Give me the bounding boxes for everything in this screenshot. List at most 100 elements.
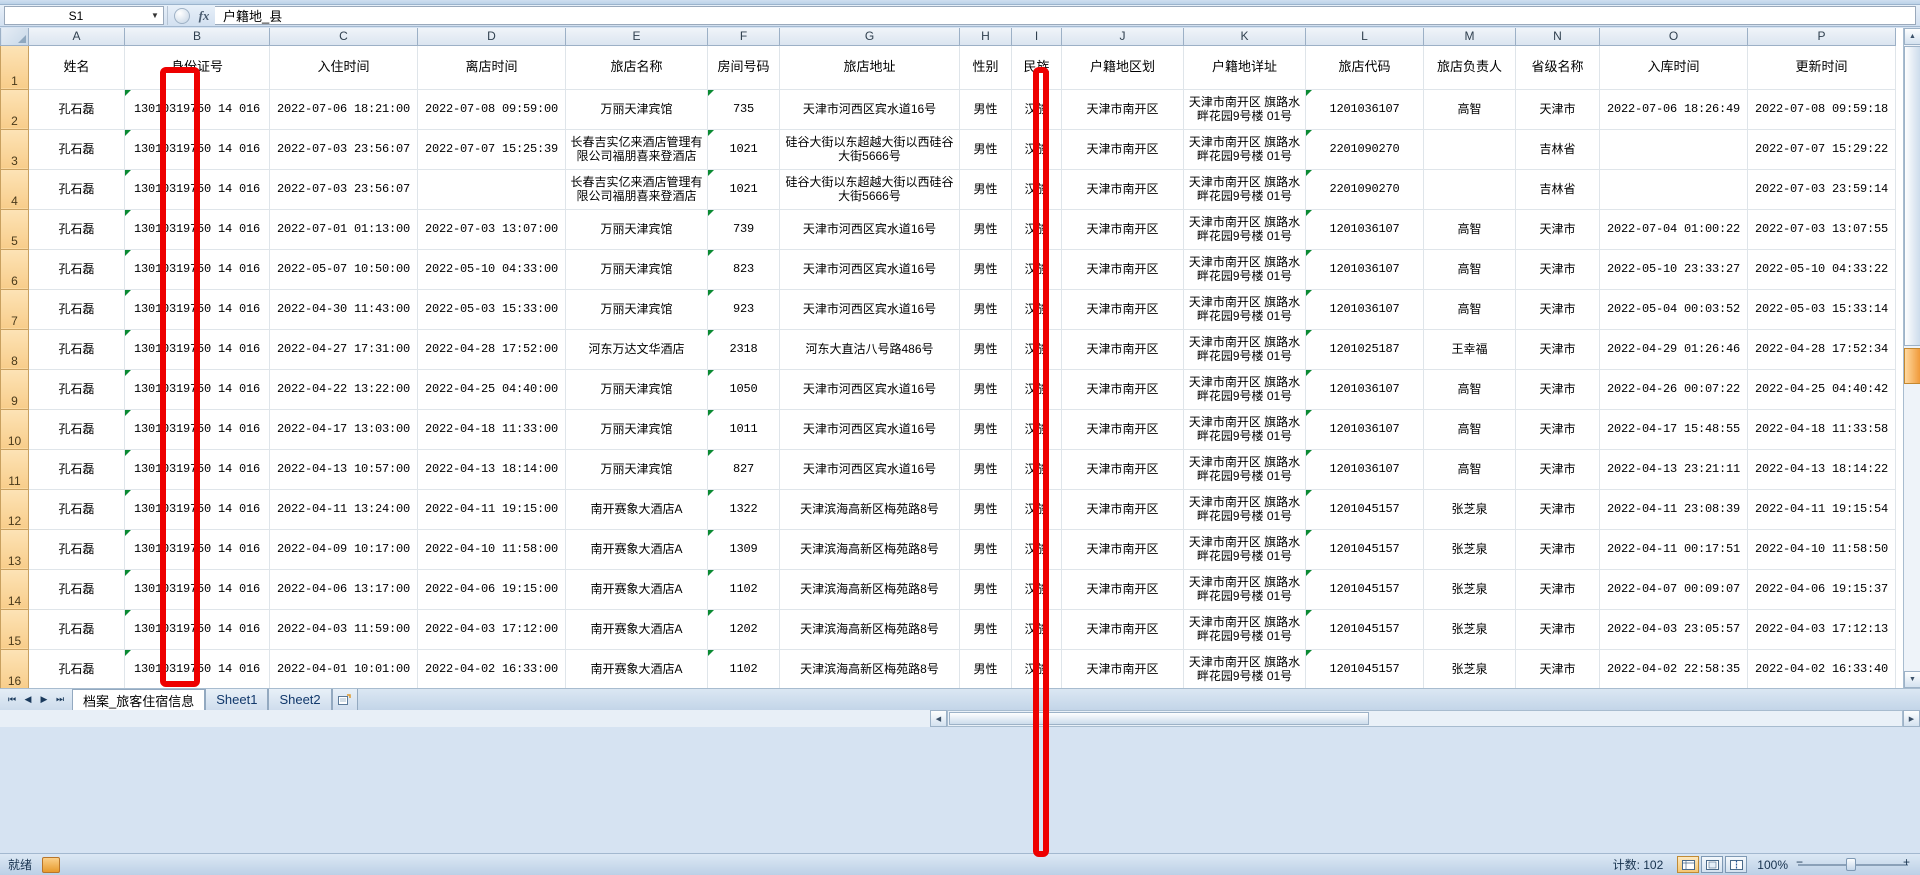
column-header-k[interactable]: K xyxy=(1183,28,1306,46)
cell-f12[interactable]: 1322 xyxy=(707,488,780,530)
cell-d8[interactable]: 2022-04-28 17:52:00 xyxy=(417,328,566,370)
cell-m11[interactable]: 高智 xyxy=(1423,448,1516,490)
cell-m2[interactable]: 高智 xyxy=(1423,88,1516,130)
cell-a8[interactable]: 孔石磊 xyxy=(28,328,125,370)
row-header-5[interactable]: 5 xyxy=(0,208,29,250)
cell-b16[interactable]: 13010319750 14 016 xyxy=(124,648,270,688)
cell-d4[interactable] xyxy=(417,168,566,210)
cell-h12[interactable]: 男性 xyxy=(959,488,1012,530)
cell-e15[interactable]: 南开赛象大酒店A xyxy=(565,608,708,650)
cell-d9[interactable]: 2022-04-25 04:40:00 xyxy=(417,368,566,410)
cell-m12[interactable]: 张芝泉 xyxy=(1423,488,1516,530)
cell-p3[interactable]: 2022-07-07 15:29:22 xyxy=(1747,128,1896,170)
cell-i16[interactable]: 汉族 xyxy=(1011,648,1062,688)
nav-first-icon[interactable]: ⏮ xyxy=(7,694,17,704)
scroll-up-icon[interactable]: ▲ xyxy=(1904,28,1920,45)
cell-e14[interactable]: 南开赛象大酒店A xyxy=(565,568,708,610)
row-header-4[interactable]: 4 xyxy=(0,168,29,210)
cell-d16[interactable]: 2022-04-02 16:33:00 xyxy=(417,648,566,688)
cell-c10[interactable]: 2022-04-17 13:03:00 xyxy=(269,408,418,450)
cell-h16[interactable]: 男性 xyxy=(959,648,1012,688)
select-all-corner[interactable] xyxy=(0,28,29,46)
table-row[interactable]: 16 孔石磊 13010319750 14 016 2022-04-01 10:01:… xyxy=(0,648,1896,688)
cell-m8[interactable]: 王幸福 xyxy=(1423,328,1516,370)
row-header-16[interactable]: 16 xyxy=(0,648,29,688)
cell-e6[interactable]: 万丽天津宾馆 xyxy=(565,248,708,290)
cell-p9[interactable]: 2022-04-25 04:40:42 xyxy=(1747,368,1896,410)
column-header-c[interactable]: C xyxy=(269,28,418,46)
cell-d13[interactable]: 2022-04-10 11:58:00 xyxy=(417,528,566,570)
cell-m6[interactable]: 高智 xyxy=(1423,248,1516,290)
cell-i6[interactable]: 汉族 xyxy=(1011,248,1062,290)
cell-g5[interactable]: 天津市河西区宾水道16号 xyxy=(779,208,960,250)
cell-l10[interactable]: 1201036107 xyxy=(1305,408,1424,450)
row-header-13[interactable]: 13 xyxy=(0,528,29,570)
cell-m15[interactable]: 张芝泉 xyxy=(1423,608,1516,650)
cell-b8[interactable]: 13010319750 14 016 xyxy=(124,328,270,370)
cell-c5[interactable]: 2022-07-01 01:13:00 xyxy=(269,208,418,250)
cell-n7[interactable]: 天津市 xyxy=(1515,288,1600,330)
cell-m13[interactable]: 张芝泉 xyxy=(1423,528,1516,570)
table-row[interactable]: 3 孔石磊 13010319750 14 016 2022-07-03 23:56:0… xyxy=(0,128,1896,170)
cell-g8[interactable]: 河东大直沽八号路486号 xyxy=(779,328,960,370)
field-header-h[interactable]: 性别 xyxy=(959,44,1012,90)
cell-h11[interactable]: 男性 xyxy=(959,448,1012,490)
cell-o15[interactable]: 2022-04-03 23:05:57 xyxy=(1599,608,1748,650)
cell-e3[interactable]: 长春吉实亿来酒店管理有限公司福朋喜来登酒店 xyxy=(565,128,708,170)
cell-l3[interactable]: 2201090270 xyxy=(1305,128,1424,170)
chevron-down-icon[interactable]: ▼ xyxy=(151,11,159,20)
table-row[interactable]: 4 孔石磊 13010319750 14 016 2022-07-03 23:56:0… xyxy=(0,168,1896,210)
cell-k6[interactable]: 天津市南开区 旗路水畔花园9号楼 01号 xyxy=(1183,248,1306,290)
cell-f10[interactable]: 1011 xyxy=(707,408,780,450)
cell-a15[interactable]: 孔石磊 xyxy=(28,608,125,650)
cell-j4[interactable]: 天津市南开区 xyxy=(1061,168,1184,210)
cell-i7[interactable]: 汉族 xyxy=(1011,288,1062,330)
row-header-3[interactable]: 3 xyxy=(0,128,29,170)
cell-j15[interactable]: 天津市南开区 xyxy=(1061,608,1184,650)
cell-d10[interactable]: 2022-04-18 11:33:00 xyxy=(417,408,566,450)
cell-g4[interactable]: 硅谷大街以东超越大街以西硅谷大街5666号 xyxy=(779,168,960,210)
cell-p11[interactable]: 2022-04-13 18:14:22 xyxy=(1747,448,1896,490)
cell-l13[interactable]: 1201045157 xyxy=(1305,528,1424,570)
cell-l8[interactable]: 1201025187 xyxy=(1305,328,1424,370)
cell-b15[interactable]: 13010319750 14 016 xyxy=(124,608,270,650)
cell-h15[interactable]: 男性 xyxy=(959,608,1012,650)
cell-i13[interactable]: 汉族 xyxy=(1011,528,1062,570)
cell-d6[interactable]: 2022-05-10 04:33:00 xyxy=(417,248,566,290)
cell-o6[interactable]: 2022-05-10 23:33:27 xyxy=(1599,248,1748,290)
cell-j2[interactable]: 天津市南开区 xyxy=(1061,88,1184,130)
cell-k3[interactable]: 天津市南开区 旗路水畔花园9号楼 01号 xyxy=(1183,128,1306,170)
cell-a4[interactable]: 孔石磊 xyxy=(28,168,125,210)
scroll-left-icon[interactable]: ◀ xyxy=(930,710,947,727)
field-header-o[interactable]: 入库时间 xyxy=(1599,44,1748,90)
cancel-formula-button[interactable] xyxy=(171,6,193,25)
sheet-tab-sheet2[interactable]: Sheet2 xyxy=(268,689,332,710)
cell-c11[interactable]: 2022-04-13 10:57:00 xyxy=(269,448,418,490)
cell-i4[interactable]: 汉族 xyxy=(1011,168,1062,210)
cell-g13[interactable]: 天津滨海高新区梅苑路8号 xyxy=(779,528,960,570)
cell-l16[interactable]: 1201045157 xyxy=(1305,648,1424,688)
cell-i12[interactable]: 汉族 xyxy=(1011,488,1062,530)
cell-o13[interactable]: 2022-04-11 00:17:51 xyxy=(1599,528,1748,570)
cell-j11[interactable]: 天津市南开区 xyxy=(1061,448,1184,490)
cell-l7[interactable]: 1201036107 xyxy=(1305,288,1424,330)
column-header-g[interactable]: G xyxy=(779,28,960,46)
cell-h13[interactable]: 男性 xyxy=(959,528,1012,570)
cell-a10[interactable]: 孔石磊 xyxy=(28,408,125,450)
cell-e8[interactable]: 河东万达文华酒店 xyxy=(565,328,708,370)
cell-c4[interactable]: 2022-07-03 23:56:07 xyxy=(269,168,418,210)
cell-d15[interactable]: 2022-04-03 17:12:00 xyxy=(417,608,566,650)
table-row[interactable]: 10 孔石磊 13010319750 14 016 2022-04-17 13:03:… xyxy=(0,408,1896,450)
cell-a6[interactable]: 孔石磊 xyxy=(28,248,125,290)
cell-k10[interactable]: 天津市南开区 旗路水畔花园9号楼 01号 xyxy=(1183,408,1306,450)
column-header-b[interactable]: B xyxy=(124,28,270,46)
cell-g6[interactable]: 天津市河西区宾水道16号 xyxy=(779,248,960,290)
cell-b7[interactable]: 13010319750 14 016 xyxy=(124,288,270,330)
cell-o14[interactable]: 2022-04-07 00:09:07 xyxy=(1599,568,1748,610)
column-header-f[interactable]: F xyxy=(707,28,780,46)
table-row[interactable]: 7 孔石磊 13010319750 14 016 2022-04-30 11:43:0… xyxy=(0,288,1896,330)
cell-d11[interactable]: 2022-04-13 18:14:00 xyxy=(417,448,566,490)
cell-j12[interactable]: 天津市南开区 xyxy=(1061,488,1184,530)
cell-l9[interactable]: 1201036107 xyxy=(1305,368,1424,410)
